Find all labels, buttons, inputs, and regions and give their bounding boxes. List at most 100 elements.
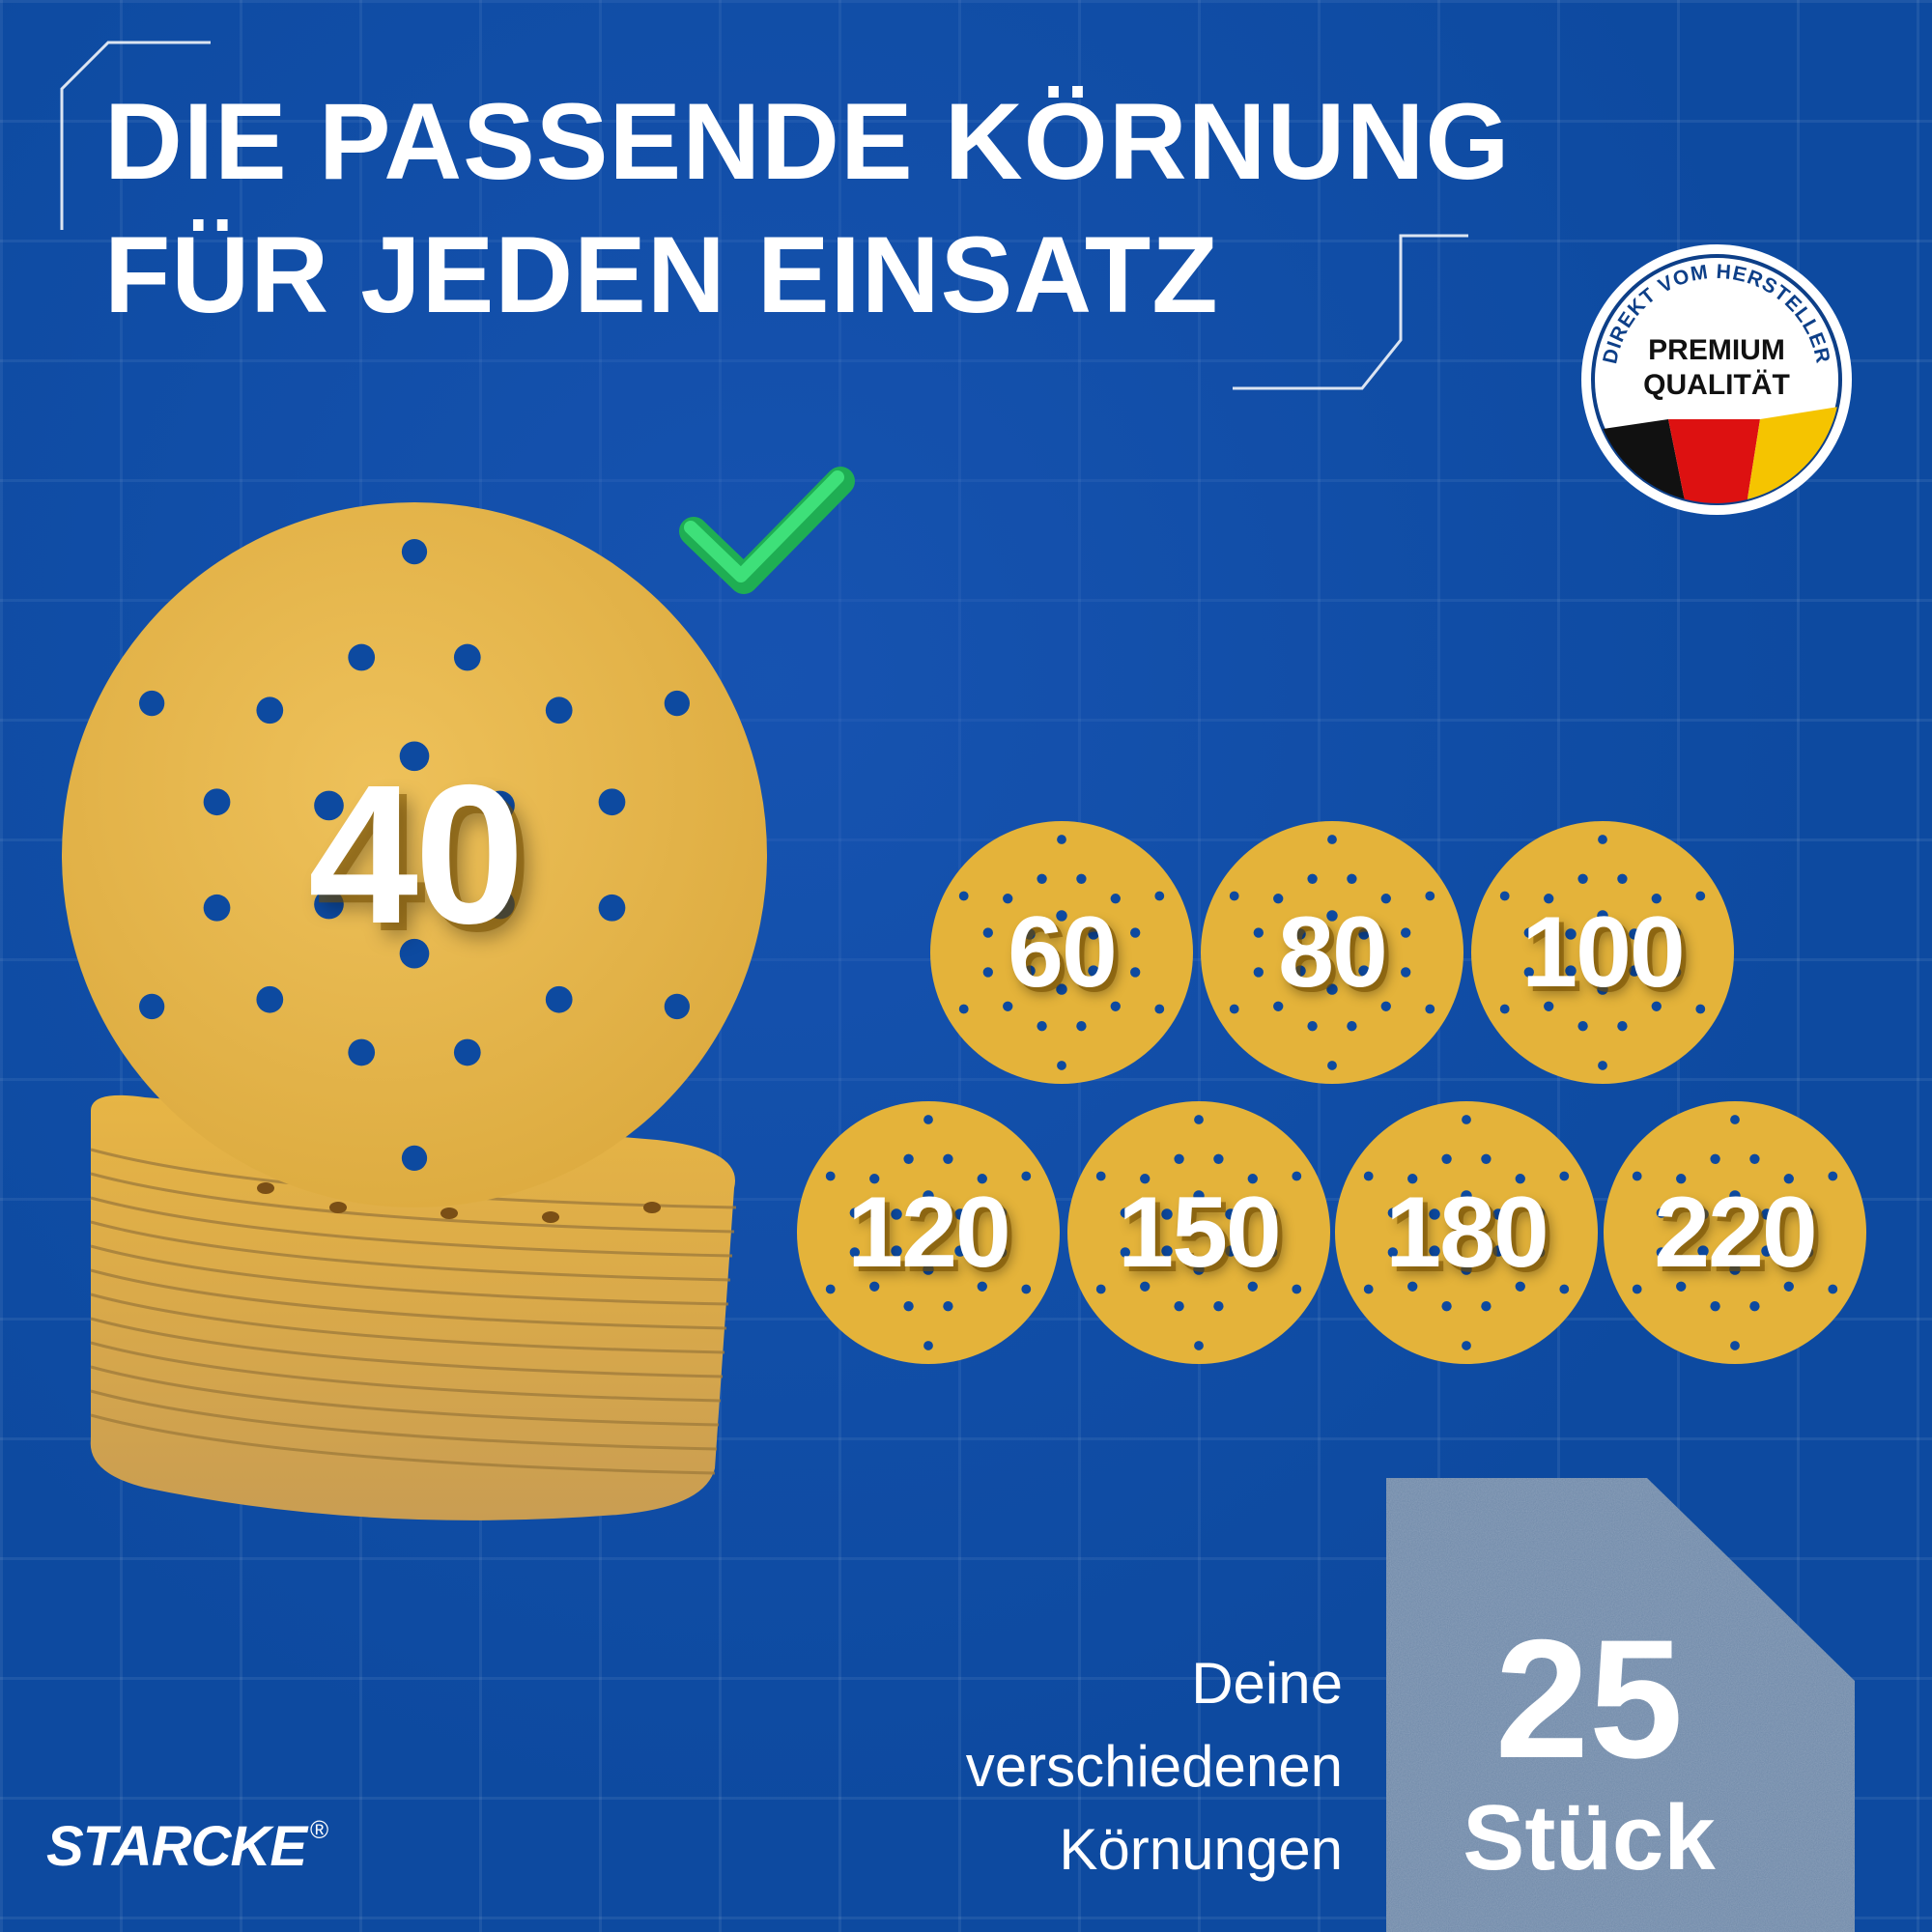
perforation-hole [1267, 1247, 1278, 1258]
perforation-hole [1358, 965, 1370, 977]
perforation-hole [1535, 1247, 1546, 1258]
grit-disc-100: 100 [1471, 821, 1734, 1084]
perforation-hole [485, 889, 515, 920]
perforation-hole [923, 1341, 933, 1350]
perforation-hole [1292, 1171, 1302, 1181]
perforation-hole [1037, 1021, 1047, 1032]
perforation-hole [1429, 1245, 1440, 1257]
perforation-hole [977, 1174, 987, 1184]
perforation-hole [1749, 1153, 1760, 1164]
description-line-2: verschiedenen [965, 1734, 1343, 1799]
perforation-hole [256, 696, 284, 724]
featured-grit-number: 40 [307, 744, 525, 965]
perforation-hole [1697, 1208, 1709, 1220]
perforation-hole [1804, 1247, 1814, 1258]
perforation-hole [982, 967, 993, 978]
perforation-hole [1140, 1281, 1151, 1292]
perforation-hole [1363, 1284, 1374, 1294]
perforation-hole [598, 894, 626, 922]
perforation-hole [1120, 1247, 1130, 1258]
perforation-hole [1425, 891, 1435, 901]
perforation-hole [1225, 1245, 1236, 1257]
perforation-hole [1229, 891, 1239, 901]
perforation-hole [1632, 1171, 1642, 1181]
perforation-hole [139, 993, 165, 1020]
perforation-hole [1193, 1264, 1205, 1275]
quality-badge: DIREKT VOM HERSTELLER PREMIUM QUALITÄT [1581, 244, 1852, 515]
perforation-hole [1401, 967, 1411, 978]
perforation-hole [314, 790, 344, 821]
perforation-hole [1057, 835, 1066, 844]
perforation-hole [1273, 894, 1284, 904]
grit-disc-graphic [1335, 1101, 1598, 1364]
perforation-hole [1783, 1174, 1794, 1184]
perforation-hole [1695, 891, 1706, 901]
perforation-hole [256, 985, 284, 1013]
registered-mark: ® [310, 1815, 328, 1844]
perforation-hole [997, 1208, 1008, 1218]
perforation-hole [903, 1153, 914, 1164]
perforation-hole [1130, 967, 1141, 978]
perforation-hole [545, 696, 573, 724]
description-line-3: Körnungen [1059, 1817, 1343, 1882]
perforation-hole [1441, 1301, 1452, 1312]
grit-label: 80 [1278, 895, 1388, 1009]
grit-disc-180: 180 [1335, 1101, 1598, 1364]
perforation-hole [1407, 1281, 1418, 1292]
grit-disc-80: 80 [1201, 821, 1463, 1084]
perforation-hole [977, 1281, 987, 1292]
headline-line-1: DIE PASSENDE KÖRNUNG [104, 81, 1511, 202]
perforation-hole [1024, 965, 1036, 977]
perforation-hole [1697, 1245, 1709, 1257]
perforation-hole [1729, 1264, 1741, 1275]
perforation-hole [943, 1153, 953, 1164]
check-icon [679, 467, 855, 594]
perforation-hole [1120, 1208, 1130, 1218]
perforation-hole [1695, 1004, 1706, 1014]
perforation-hole [1710, 1153, 1720, 1164]
perforation-hole [1632, 1284, 1642, 1294]
perforation-hole [1294, 965, 1306, 977]
perforation-hole [1003, 894, 1013, 904]
perforation-hole [923, 1115, 933, 1124]
perforation-hole [1358, 928, 1370, 940]
perforation-hole [1565, 928, 1577, 940]
perforation-hole [1783, 1281, 1794, 1292]
count-unit: Stück [1463, 1786, 1716, 1889]
perforation-hole [401, 1145, 428, 1172]
perforation-hole [1387, 1247, 1398, 1258]
grit-disc-graphic [1067, 1101, 1330, 1364]
perforation-hole [545, 985, 573, 1013]
perforation-hole [1559, 1284, 1570, 1294]
perforation-hole [1462, 1115, 1471, 1124]
perforation-hole [825, 1171, 836, 1181]
grit-disc-graphic [1201, 821, 1463, 1084]
perforation-hole [1161, 1208, 1173, 1220]
perforation-hole [399, 741, 430, 772]
perforation-hole [399, 938, 430, 969]
perforation-hole [1441, 1153, 1452, 1164]
grit-disc-graphic [1604, 1101, 1866, 1364]
perforation-hole [1193, 1190, 1205, 1202]
perforation-hole [1651, 894, 1662, 904]
perforation-hole [1076, 873, 1087, 884]
grit-label: 100 [1521, 895, 1686, 1009]
perforation-hole [1761, 1208, 1773, 1220]
perforation-hole [1492, 1245, 1504, 1257]
perforation-hole [1021, 1171, 1032, 1181]
perforation-hole [825, 1284, 836, 1294]
perforation-hole [1024, 928, 1036, 940]
perforation-hole [1425, 1004, 1435, 1014]
badge-line-2: QUALITÄT [1643, 369, 1790, 401]
perforation-hole [923, 1264, 934, 1275]
perforation-hole [203, 894, 231, 922]
grit-label: 180 [1385, 1176, 1549, 1289]
perforation-hole [1110, 1001, 1121, 1011]
perforation-hole [1559, 1171, 1570, 1181]
grit-label: 60 [1008, 895, 1118, 1009]
perforation-hole [1363, 1171, 1374, 1181]
perforation-hole [1629, 928, 1640, 940]
perforation-hole [923, 1190, 934, 1202]
perforation-hole [348, 1038, 376, 1066]
perforation-hole [1761, 1245, 1773, 1257]
